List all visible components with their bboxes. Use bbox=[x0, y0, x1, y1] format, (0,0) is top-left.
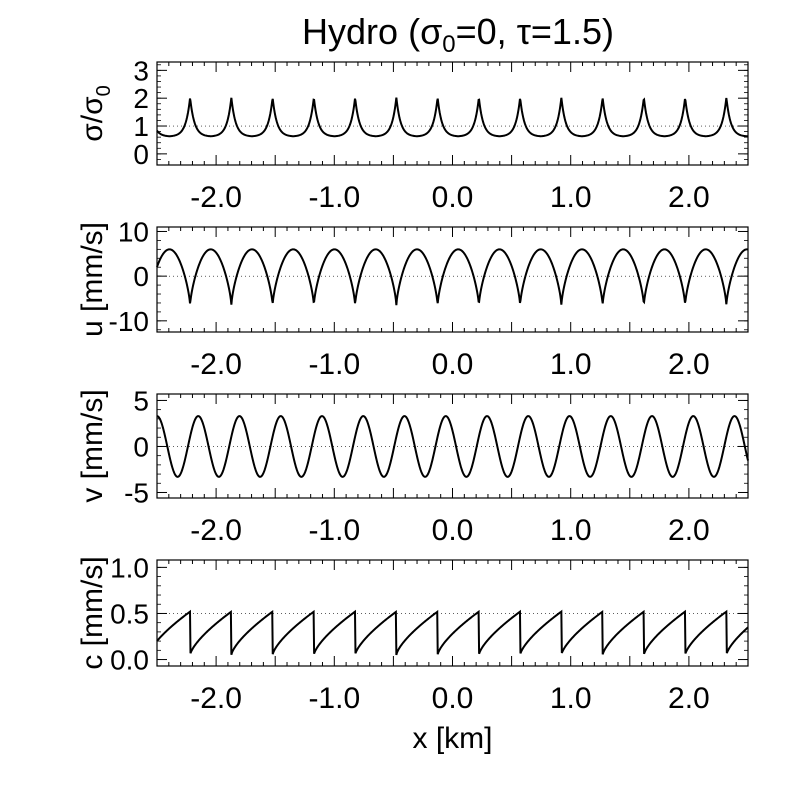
plot-frame bbox=[156, 559, 749, 667]
panel-3: -2.0 -1.0 0.0 1.0 2.0 -5 0 5 v [mm/s] bbox=[76, 385, 749, 547]
series-line bbox=[156, 97, 749, 138]
y-tick-label: 0 bbox=[133, 431, 149, 462]
y-axis-label: v [mm/s] bbox=[76, 389, 109, 502]
y-tick-label: 1 bbox=[133, 111, 149, 142]
y-tick-label: 5 bbox=[133, 385, 149, 416]
x-tick-label: -1.0 bbox=[308, 181, 360, 214]
x-tick-label: 0.0 bbox=[432, 181, 474, 214]
x-tick-label: 1.0 bbox=[550, 348, 592, 381]
x-tick-label: -1.0 bbox=[308, 514, 360, 547]
x-tick-label: 1.0 bbox=[550, 682, 592, 715]
y-tick-label: 0 bbox=[133, 139, 149, 170]
series-line bbox=[156, 609, 749, 656]
y-tick-label: 10 bbox=[118, 216, 149, 247]
y-tick-label: 1.0 bbox=[110, 552, 149, 583]
x-tick-label: -2.0 bbox=[190, 181, 242, 214]
series-line bbox=[156, 248, 749, 306]
y-axis-label: c [mm/s] bbox=[76, 556, 109, 669]
x-tick-label: 0.0 bbox=[432, 348, 474, 381]
x-tick-label: 0.0 bbox=[432, 514, 474, 547]
y-tick-label: 0.5 bbox=[110, 598, 149, 629]
panel-2: -2.0 -1.0 0.0 1.0 2.0 -10 0 10 u [mm/s] bbox=[76, 216, 749, 381]
panel-4: -2.0 -1.0 0.0 1.0 2.00.00.51.0c [mm/s]x [km] bbox=[76, 552, 749, 755]
x-tick-label: 1.0 bbox=[550, 181, 592, 214]
y-tick-label: 0.0 bbox=[110, 645, 149, 676]
plot-frame bbox=[156, 226, 749, 333]
y-tick-label: -5 bbox=[124, 477, 149, 508]
plot-frame bbox=[156, 61, 749, 166]
x-tick-label: -1.0 bbox=[308, 348, 360, 381]
y-axis-label: u [mm/s] bbox=[76, 222, 109, 337]
y-tick-label: 2 bbox=[133, 83, 149, 114]
x-tick-label: 2.0 bbox=[668, 348, 710, 381]
x-tick-label: 2.0 bbox=[668, 682, 710, 715]
series-line bbox=[156, 415, 749, 478]
x-tick-label: -2.0 bbox=[190, 682, 242, 715]
x-tick-label: -1.0 bbox=[308, 682, 360, 715]
x-tick-label: 2.0 bbox=[668, 514, 710, 547]
x-axis-label: x [km] bbox=[413, 722, 493, 755]
x-tick-label: 1.0 bbox=[550, 514, 592, 547]
x-tick-label: 0.0 bbox=[432, 682, 474, 715]
x-tick-label: -2.0 bbox=[190, 514, 242, 547]
y-tick-label: -10 bbox=[109, 306, 149, 337]
y-tick-label: 0 bbox=[133, 261, 149, 292]
x-tick-label: -2.0 bbox=[190, 348, 242, 381]
y-tick-label: 3 bbox=[133, 55, 149, 86]
x-tick-label: 2.0 bbox=[668, 181, 710, 214]
plot-frame bbox=[156, 393, 749, 499]
y-axis-label: σ/σ0 bbox=[76, 85, 115, 142]
chart-title: Hydro (σ0=0, τ=1.5) bbox=[302, 11, 614, 58]
